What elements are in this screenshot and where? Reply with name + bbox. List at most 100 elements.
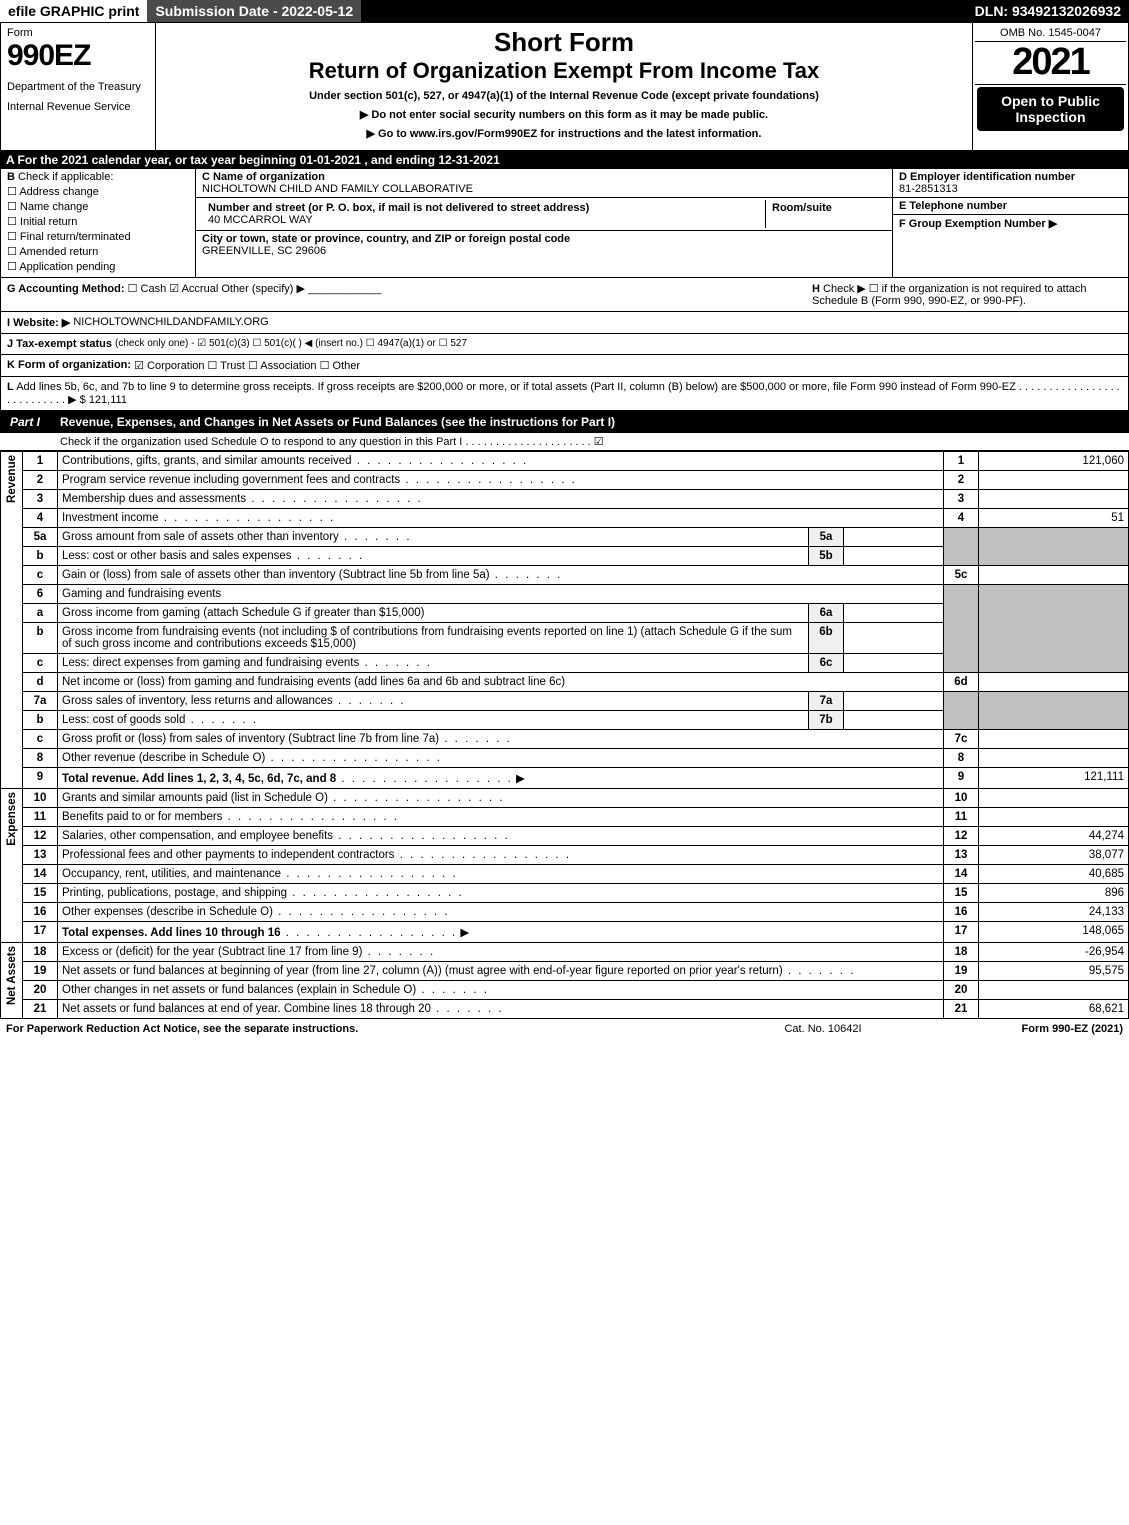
- line-1-val: 121,060: [979, 452, 1129, 471]
- line-9-num: 9: [23, 768, 58, 789]
- g-accrual[interactable]: Accrual: [182, 283, 219, 295]
- line-16-val: 24,133: [979, 903, 1129, 922]
- chk-amended-return[interactable]: ☐ Amended return: [7, 245, 189, 258]
- line-5b-subnum: 5b: [809, 547, 844, 566]
- goto-note[interactable]: ▶ Go to www.irs.gov/Form990EZ for instru…: [160, 127, 968, 140]
- line-6a-subnum: 6a: [809, 604, 844, 623]
- column-c: C Name of organization NICHOLTOWN CHILD …: [196, 169, 893, 277]
- website-value[interactable]: NICHOLTOWNCHILDANDFAMILY.ORG: [73, 316, 268, 329]
- chk-initial-return[interactable]: ☐ Initial return: [7, 215, 189, 228]
- line-4-val: 51: [979, 509, 1129, 528]
- line-20-desc: Other changes in net assets or fund bala…: [62, 984, 489, 996]
- line-7c-val: [979, 730, 1129, 749]
- line-1-num: 1: [23, 452, 58, 471]
- line-8-num: 8: [23, 749, 58, 768]
- line-10-val: [979, 789, 1129, 808]
- line-12-num: 12: [23, 827, 58, 846]
- line-5a-num: 5a: [23, 528, 58, 547]
- line-5c-val: [979, 566, 1129, 585]
- page-footer: For Paperwork Reduction Act Notice, see …: [0, 1019, 1129, 1039]
- line-14-num: 14: [23, 865, 58, 884]
- chk-final-return[interactable]: ☐ Final return/terminated: [7, 230, 189, 243]
- line-19-desc: Net assets or fund balances at beginning…: [62, 965, 855, 977]
- line-6c-subval: [844, 654, 944, 673]
- row-i: I Website: ▶ NICHOLTOWNCHILDANDFAMILY.OR…: [0, 312, 1129, 334]
- line-13-rnum: 13: [944, 846, 979, 865]
- line-20-val: [979, 981, 1129, 1000]
- line-a-calendar-year: A For the 2021 calendar year, or tax yea…: [0, 151, 1129, 169]
- line-21-val: 68,621: [979, 1000, 1129, 1019]
- line-21-desc: Net assets or fund balances at end of ye…: [62, 1003, 504, 1015]
- line-5c-rnum: 5c: [944, 566, 979, 585]
- line-7b-subnum: 7b: [809, 711, 844, 730]
- chk-name-change[interactable]: ☐ Name change: [7, 200, 189, 213]
- line-18-desc: Excess or (deficit) for the year (Subtra…: [62, 946, 435, 958]
- line-9-desc: Total revenue. Add lines 1, 2, 3, 4, 5c,…: [62, 773, 336, 785]
- part-i-header: Part I Revenue, Expenses, and Changes in…: [0, 411, 1129, 433]
- line-15-rnum: 15: [944, 884, 979, 903]
- org-name: NICHOLTOWN CHILD AND FAMILY COLLABORATIV…: [202, 183, 886, 195]
- line-7b-subval: [844, 711, 944, 730]
- form-number: 990EZ: [7, 39, 149, 73]
- header-right: OMB No. 1545-0047 2021 Open to Public In…: [973, 23, 1128, 150]
- line-20-num: 20: [23, 981, 58, 1000]
- line-19-rnum: 19: [944, 962, 979, 981]
- open-public-badge: Open to Public Inspection: [977, 87, 1124, 131]
- dept-treasury: Department of the Treasury: [7, 81, 149, 93]
- line-6b-subnum: 6b: [809, 623, 844, 654]
- footer-left: For Paperwork Reduction Act Notice, see …: [6, 1023, 723, 1035]
- line-6d-num: d: [23, 673, 58, 692]
- g-cash[interactable]: Cash: [141, 283, 167, 295]
- line-19-num: 19: [23, 962, 58, 981]
- line-17-rnum: 17: [944, 922, 979, 943]
- line-4-rnum: 4: [944, 509, 979, 528]
- line-13-desc: Professional fees and other payments to …: [62, 849, 571, 861]
- line-5a-desc: Gross amount from sale of assets other t…: [62, 531, 412, 543]
- line-21-rnum: 21: [944, 1000, 979, 1019]
- chk-address-change[interactable]: ☐ Address change: [7, 185, 189, 198]
- line-7b-desc: Less: cost of goods sold: [62, 714, 258, 726]
- line-15-desc: Printing, publications, postage, and shi…: [62, 887, 464, 899]
- chk-application-pending[interactable]: ☐ Application pending: [7, 260, 189, 273]
- line-15-num: 15: [23, 884, 58, 903]
- line-14-val: 40,685: [979, 865, 1129, 884]
- org-address: 40 MCCARROL WAY: [208, 214, 759, 226]
- b-label: B: [7, 171, 15, 183]
- k-label: K Form of organization:: [7, 359, 131, 372]
- line-12-rnum: 12: [944, 827, 979, 846]
- line-7a-subval: [844, 692, 944, 711]
- line-5a-subval: [844, 528, 944, 547]
- line-8-desc: Other revenue (describe in Schedule O): [62, 752, 442, 764]
- c-room-label: Room/suite: [772, 202, 880, 214]
- line-2-desc: Program service revenue including govern…: [62, 474, 577, 486]
- efile-print-label[interactable]: efile GRAPHIC print: [0, 0, 147, 22]
- row-l: L Add lines 5b, 6c, and 7b to line 9 to …: [0, 377, 1129, 411]
- line-17-val: 148,065: [979, 922, 1129, 943]
- line-6-num: 6: [23, 585, 58, 604]
- form-header: Form 990EZ Department of the Treasury In…: [0, 22, 1129, 151]
- g-other[interactable]: Other (specify) ▶: [221, 283, 305, 295]
- revenue-side-label: Revenue: [1, 452, 23, 789]
- part-i-table: Revenue 1 Contributions, gifts, grants, …: [0, 451, 1129, 1019]
- line-6b-num: b: [23, 623, 58, 654]
- netassets-side-label: Net Assets: [1, 943, 23, 1019]
- line-6-desc: Gaming and fundraising events: [58, 585, 944, 604]
- line-3-desc: Membership dues and assessments: [62, 493, 423, 505]
- row-j: J Tax-exempt status (check only one) - ☑…: [0, 334, 1129, 355]
- d-ein-label: D Employer identification number: [899, 171, 1122, 183]
- l-text: Add lines 5b, 6c, and 7b to line 9 to de…: [7, 381, 1120, 406]
- k-text: ☑ Corporation ☐ Trust ☐ Association ☐ Ot…: [134, 359, 360, 372]
- line-13-val: 38,077: [979, 846, 1129, 865]
- line-7c-desc: Gross profit or (loss) from sales of inv…: [62, 733, 512, 745]
- expenses-side-label: Expenses: [1, 789, 23, 943]
- row-k: K Form of organization: ☑ Corporation ☐ …: [0, 355, 1129, 377]
- irs-label: Internal Revenue Service: [7, 101, 149, 113]
- line-21-num: 21: [23, 1000, 58, 1019]
- line-16-desc: Other expenses (describe in Schedule O): [62, 906, 450, 918]
- c-name-label: C Name of organization: [202, 171, 886, 183]
- ssn-note: ▶ Do not enter social security numbers o…: [160, 108, 968, 121]
- line-5b-num: b: [23, 547, 58, 566]
- line-3-val: [979, 490, 1129, 509]
- line-6c-subnum: 6c: [809, 654, 844, 673]
- l-label: L: [7, 381, 14, 393]
